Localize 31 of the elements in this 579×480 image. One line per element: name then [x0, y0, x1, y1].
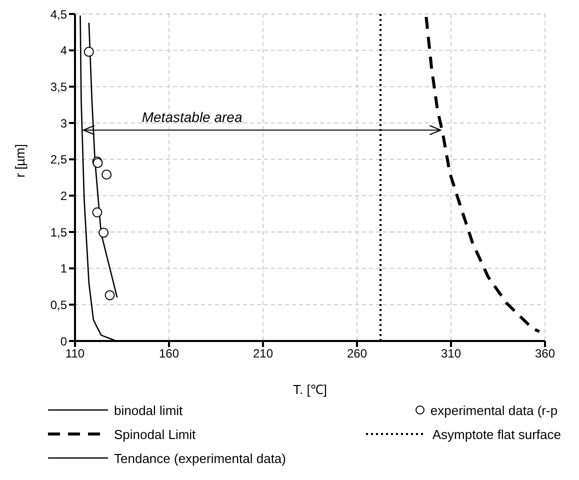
y-tick-label: 3: [60, 116, 68, 130]
point: [104, 290, 115, 300]
y-tick-label: 1,5: [50, 225, 68, 240]
point: [98, 228, 109, 238]
x-tick-label: 360: [534, 346, 556, 361]
y-tick-label: 4: [60, 44, 68, 58]
y-tick-label: 2: [60, 188, 68, 203]
point: [84, 46, 94, 57]
y-tick-label: 2,5: [50, 152, 68, 167]
point: [102, 170, 112, 180]
legend-label: Spinodal Limit: [114, 426, 196, 442]
x-tick-label: 110: [65, 346, 85, 361]
line-series: [88, 22, 118, 298]
y-tick-label: 0: [60, 334, 68, 348]
point: [92, 207, 102, 218]
x-tick-label: 160: [158, 346, 180, 361]
y-tick-label: 1: [60, 262, 68, 276]
annotation: Metastable area: [142, 109, 242, 126]
x-axis-title: T. [℃]: [293, 382, 327, 397]
x-tick-label: 260: [346, 346, 368, 361]
legend-label: Asymptote flat surface: [432, 426, 561, 442]
line-series: [424, 15, 541, 334]
y-axis-title: r [µm]: [12, 144, 28, 178]
y-tick-label: 0,5: [50, 298, 68, 312]
legend-label: Tendance (experimental data): [114, 450, 286, 466]
x-tick-label: 310: [440, 346, 462, 361]
legend-label: binodal limit: [114, 402, 183, 418]
y-tick-label: 4,5: [50, 7, 68, 22]
y-tick-label: 3,5: [50, 80, 68, 94]
legend-label: experimental data (r-p: [430, 402, 558, 418]
x-tick-label: 210: [252, 346, 274, 361]
